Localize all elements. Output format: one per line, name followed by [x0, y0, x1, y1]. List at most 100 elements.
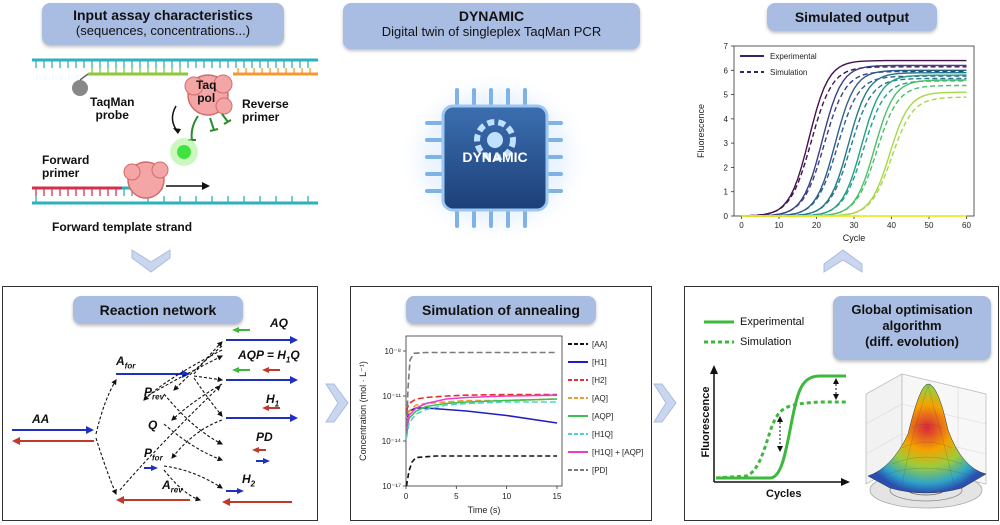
x-axis-label: Time (s) [468, 505, 501, 515]
taqman-schematic [32, 58, 318, 205]
reaction-network-title: Reaction network [99, 302, 217, 318]
plot-frame [405, 335, 563, 487]
x-tick-label: 0 [404, 492, 409, 501]
legend-label: [H1Q] + [AQP] [592, 448, 643, 457]
y-tick-label: 4 [724, 115, 729, 124]
chevron-down-icon [131, 249, 171, 273]
reaction-network-title-box: Reaction network [73, 296, 243, 324]
legend-label: [H2] [592, 376, 607, 385]
taq-pol-label: Taq pol [196, 78, 217, 105]
y-tick-label: 5 [724, 91, 729, 100]
node-h1: H1 [266, 392, 280, 409]
series-line [405, 394, 558, 430]
opt-xlabel: Cycles [766, 488, 802, 500]
forward-primer-label: Forward primer [42, 153, 90, 180]
legend-label: [H1] [592, 358, 607, 367]
input-assay-title: Input assay characteristics [73, 7, 253, 23]
y-axis-label: Fluorescence [696, 104, 706, 158]
x-tick-label: 50 [925, 221, 934, 230]
x-tick-label: 5 [454, 492, 459, 501]
legend-label: [AQ] [592, 394, 608, 403]
plot-frame [733, 45, 975, 217]
y-tick-label: 3 [724, 139, 729, 148]
legend-label: [AA] [592, 340, 607, 349]
dynamic-title-box: DYNAMIC Digital twin of singleplex TaqMa… [343, 3, 640, 49]
taq-polymerase-icon [184, 74, 233, 116]
chevron-right-icon [653, 383, 677, 423]
annealing-title: Simulation of annealing [422, 302, 580, 318]
taqman-probe-label: TaqMan probe [90, 95, 135, 122]
legend-label: [H1Q] [592, 430, 613, 439]
y-tick-label: 2 [724, 163, 729, 172]
series-line [405, 398, 558, 436]
series-line [405, 351, 557, 434]
series-line-simulation [741, 66, 967, 217]
series-line-simulation [741, 75, 967, 217]
x-tick-label: 10 [775, 221, 784, 230]
series-line-simulation [741, 96, 967, 217]
node-pfor: Pfor [144, 446, 163, 463]
opt-ylabel: Fluorescence [700, 386, 712, 458]
node-aq: AQ [270, 316, 288, 330]
y-tick-label: 10⁻¹¹ [383, 392, 402, 401]
dynamic-subtitle: Digital twin of singleplex TaqMan PCR [381, 24, 602, 39]
legend-label: [PD] [592, 466, 608, 475]
x-tick-label: 40 [887, 221, 896, 230]
x-tick-label: 60 [962, 221, 971, 230]
legend-experimental-label: Experimental [770, 52, 817, 61]
x-tick-label: 0 [739, 221, 744, 230]
input-assay-title-box: Input assay characteristics (sequences, … [42, 3, 284, 45]
x-tick-label: 30 [850, 221, 859, 230]
y-tick-label: 10⁻¹⁴ [382, 437, 402, 446]
simulated-output-chart: 0 10 20 30 40 50 60 0 1 2 3 4 5 6 7 Cycle Fluorescence Ex… [696, 42, 975, 243]
node-prev: Prev [144, 385, 165, 402]
chevron-up-icon [823, 249, 863, 273]
y-tick-label: 6 [724, 66, 729, 75]
chip-label: DYNAMIC [462, 149, 528, 165]
x-tick-label: 10 [502, 492, 511, 501]
chip-icon [397, 70, 593, 246]
series-line [405, 398, 558, 424]
simulated-output-title-box: Simulated output [767, 3, 937, 31]
legend-simulation-label: Simulation [770, 68, 807, 77]
x-tick-label: 20 [812, 221, 821, 230]
annealing-chart: 0 5 10 15 10⁻¹⁷ 10⁻¹⁴ 10⁻¹¹ 10⁻⁸ Time (s) Concent… [358, 335, 643, 515]
node-arev: Arev [162, 478, 183, 495]
cost-surface-3d [865, 373, 987, 509]
simulated-output-title: Simulated output [794, 9, 910, 25]
legend-label: [AQP] [592, 412, 613, 421]
reaction-network-panel [2, 286, 318, 521]
series-line [405, 393, 557, 412]
x-tick-label: 15 [553, 492, 562, 501]
chevron-right-icon [325, 383, 349, 423]
y-tick-label: 10⁻¹⁷ [382, 482, 401, 491]
y-tick-label: 7 [724, 42, 729, 51]
opt-legend-simulation: Simulation [740, 336, 792, 348]
node-aa: AA [32, 412, 50, 426]
reaction-network-diagram [12, 327, 298, 506]
input-assay-subtitle: (sequences, concentrations...) [75, 23, 251, 38]
series-line-experimental [741, 59, 967, 217]
optimisation-fit-diagram [704, 320, 850, 486]
opt-legend-experimental: Experimental [740, 316, 805, 328]
optimisation-title: Global optimisation algorithm (diff. evo… [851, 302, 973, 349]
node-h2: H2 [242, 472, 256, 489]
series-line-simulation [741, 77, 967, 217]
series-line-simulation [741, 70, 967, 217]
y-tick-label: 0 [724, 212, 729, 221]
annealing-title-box: Simulation of annealing [406, 296, 596, 324]
y-axis-label: Concentration (mol · L⁻¹) [358, 361, 368, 461]
y-tick-label: 1 [724, 188, 729, 197]
series-line [405, 455, 557, 487]
dynamic-title: DYNAMIC [458, 8, 525, 24]
optimisation-title-box: Global optimisation algorithm (diff. evo… [833, 296, 991, 360]
forward-template-label: Forward template strand [52, 220, 193, 234]
series-line [405, 401, 557, 439]
node-afor: Afor [116, 354, 136, 371]
node-pd: PD [256, 430, 273, 444]
series-line-experimental [741, 64, 967, 217]
reverse-primer-label: Reverse primer [242, 97, 289, 124]
y-tick-label: 10⁻⁸ [385, 347, 402, 356]
node-q: Q [148, 418, 158, 432]
node-aqp: AQP = H1Q [238, 348, 300, 365]
